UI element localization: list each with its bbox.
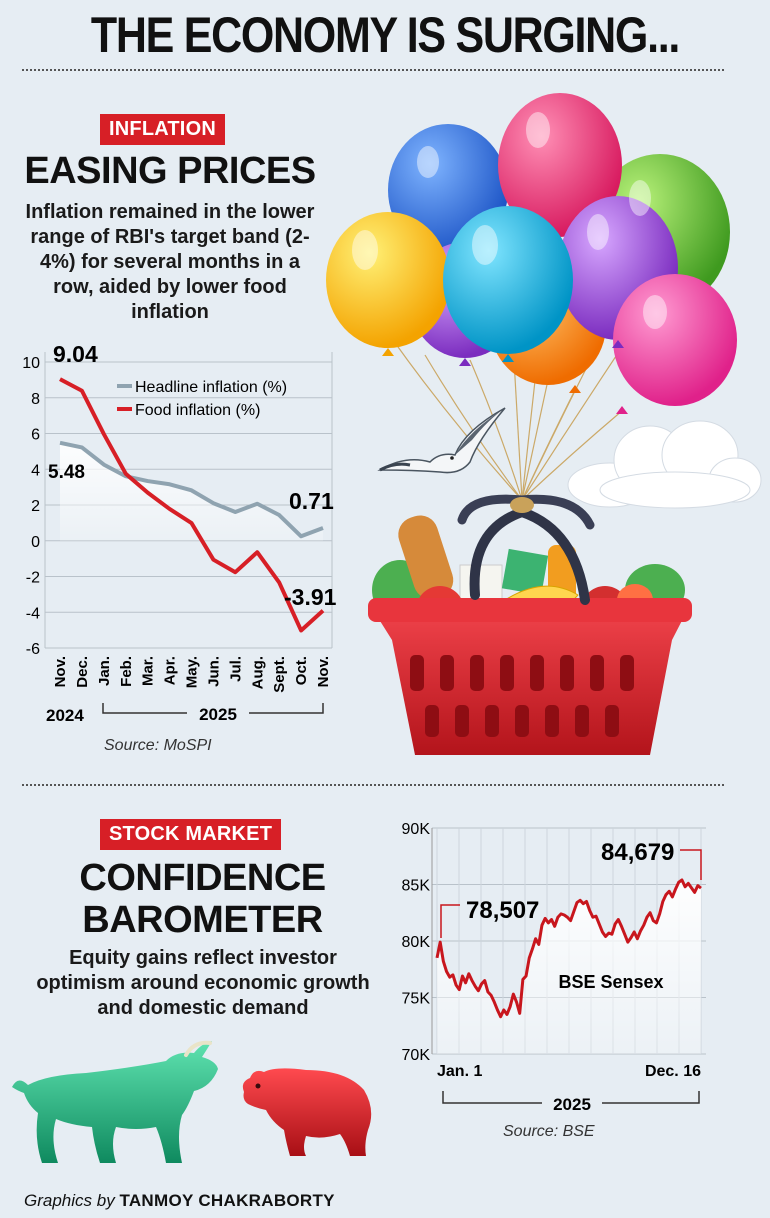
year-label-2025: 2025: [199, 705, 237, 724]
inflation-x-tick: Dec.: [74, 656, 91, 688]
inflation-x-tick: Jan.: [96, 656, 113, 686]
inflation-y-tick: 8: [31, 391, 40, 408]
sensex-end-label: 84,679: [601, 839, 674, 866]
page-title: THE ECONOMY IS SURGING...: [90, 7, 680, 63]
seagull-illustration: [377, 407, 506, 474]
inflation-x-tick: Aug.: [249, 656, 266, 689]
credit-prefix: Graphics by: [24, 1191, 115, 1210]
sensex-end-callout: [680, 849, 702, 880]
sensex-y-axis: 90K 85K 80K 75K 70K: [402, 821, 431, 1064]
inflation-description: Inflation remained in the lower range of…: [25, 201, 315, 323]
inflation-title: EASING PRICES: [24, 150, 316, 192]
inflation-source: Source: MoSPI: [104, 737, 212, 754]
sensex-x-start: Jan. 1: [437, 1063, 482, 1080]
food-start-label: 9.04: [53, 341, 98, 367]
inflation-x-tick: Nov.: [52, 656, 69, 687]
inflation-tag: INFLATION: [100, 114, 225, 145]
headline-inflation-line: [59, 440, 324, 539]
inflation-y-tick: -4: [26, 605, 40, 622]
stock-title-line1: CONFIDENCE: [79, 857, 326, 899]
food-inflation-line: [59, 377, 325, 633]
inflation-x-tick: Apr.: [162, 656, 179, 685]
inflation-x-tick: Sept.: [271, 656, 288, 693]
bear-illustration: [242, 1068, 372, 1156]
sensex-area: [437, 879, 701, 1054]
credit-name: TANMOY CHAKRABORTY: [119, 1191, 335, 1210]
stock-title-line2: BAROMETER: [82, 898, 323, 941]
sensex-source: Source: BSE: [503, 1123, 595, 1140]
inflation-x-tick: Feb.: [118, 656, 135, 687]
inflation-y-tick: 2: [31, 498, 40, 515]
inflation-y-tick: 0: [31, 534, 40, 551]
headline-start-label: 5.48: [48, 462, 85, 483]
sensex-y-tick: 70K: [402, 1047, 431, 1064]
inflation-x-tick: Nov.: [315, 656, 332, 687]
inflation-x-axis: Nov. Dec. Jan. Feb. Mar. Apr. May. Jun. Jul. Aug.…: [52, 656, 332, 693]
stock-description: Equity gains reflect investor optimism a…: [36, 947, 370, 1019]
inflation-x-tick: Oct.: [293, 656, 310, 685]
grocery-basket-illustration: [368, 494, 692, 755]
inflation-y-tick: -2: [26, 570, 40, 587]
legend-label-headline: Headline inflation (%): [135, 379, 287, 396]
sensex-y-tick: 80K: [402, 934, 431, 951]
headline-end-label: 0.71: [289, 488, 334, 514]
balloons-illustration: [326, 93, 762, 755]
graphics-credit: Graphics by TANMOY CHAKRABORTY: [24, 1191, 335, 1211]
sensex-y-tick: 90K: [402, 821, 431, 838]
sensex-year-label: 2025: [553, 1095, 591, 1114]
stock-market-tag: STOCK MARKET: [100, 819, 282, 850]
inflation-x-tick: Jul.: [227, 656, 244, 682]
inflation-x-tick: Mar.: [140, 656, 157, 686]
inflation-x-tick: Jun.: [205, 656, 222, 687]
inflation-chart: 10 8 6 4 2 0 -2 -4 -6 Nov. Dec. Jan. Feb. Mar. Apr. Ma…: [22, 341, 337, 725]
cloud-illustration: [567, 420, 762, 509]
year-label-2024: 2024: [46, 706, 84, 725]
inflation-y-tick: -6: [26, 641, 40, 658]
inflation-x-tick: May.: [184, 656, 201, 688]
legend-label-food: Food inflation (%): [135, 402, 260, 419]
divider-middle: [22, 784, 724, 786]
inflation-y-tick: 6: [31, 427, 40, 444]
inflation-y-tick: 4: [31, 462, 40, 479]
divider-top: [22, 69, 724, 71]
sensex-x-end: Dec. 16: [645, 1063, 701, 1080]
sensex-y-tick: 85K: [402, 878, 431, 895]
sensex-start-label: 78,507: [466, 897, 539, 924]
inflation-y-tick: 10: [22, 355, 40, 372]
sensex-line: [435, 878, 702, 1019]
sensex-series-label: BSE Sensex: [558, 972, 663, 992]
stock-title: CONFIDENCE BAROMETER: [20, 857, 385, 942]
sensex-chart: 90K 85K 80K 75K 70K 78,507 84,679 BSE Sensex…: [402, 821, 706, 1114]
sensex-start-callout: [440, 904, 460, 938]
inflation-y-axis: 10 8 6 4 2 0 -2 -4 -6: [22, 355, 40, 658]
sensex-y-tick: 75K: [402, 991, 431, 1008]
food-end-label: -3.91: [284, 584, 337, 610]
bull-illustration: [12, 1040, 218, 1163]
